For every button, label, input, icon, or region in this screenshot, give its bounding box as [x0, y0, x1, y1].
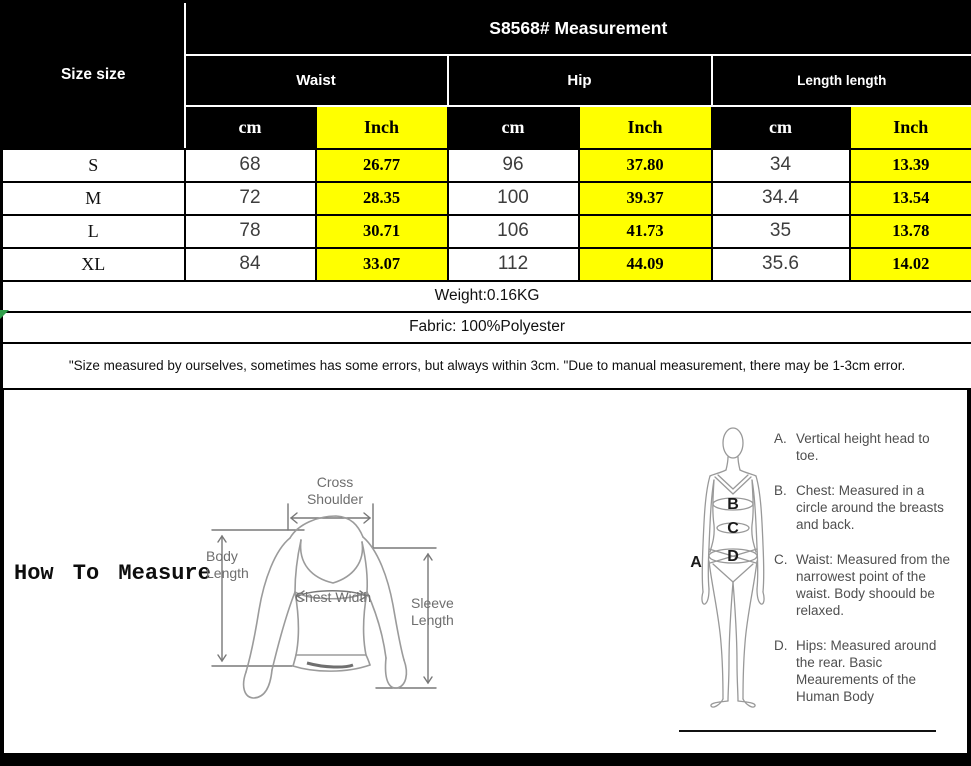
cell-hip-cm: 100 — [446, 180, 580, 216]
instruction-item-c: C. Waist: Measured from the narrowest po… — [774, 551, 952, 619]
fabric-text: Fabric: 100%Polyester — [0, 310, 971, 344]
cell-hip-inch: 39.37 — [577, 180, 713, 216]
group-header-row: Waist Hip Length length — [2, 53, 971, 107]
cell-length-cm: 34.4 — [710, 180, 851, 216]
cell-waist-inch: 28.35 — [314, 180, 449, 216]
cell-hip-inch: 37.80 — [577, 147, 713, 183]
unit-header-row: cm Inch cm Inch cm Inch — [2, 104, 971, 150]
cell-length-cm: 35 — [710, 213, 851, 249]
cell-size: XL — [0, 246, 186, 282]
instruction-prefix: C. — [774, 552, 788, 567]
cell-size: S — [0, 147, 186, 183]
body-label-d: D — [727, 548, 739, 565]
instruction-text: Waist: Measured from the narrowest point… — [796, 552, 951, 618]
unit-header-length-inch: Inch — [848, 104, 971, 150]
instruction-prefix: A. — [774, 431, 787, 446]
garment-outline — [242, 515, 408, 699]
instruction-prefix: D. — [774, 638, 788, 653]
label-chest-width: Chest Width — [294, 589, 372, 605]
table-title: S8568# Measurement — [183, 0, 971, 56]
label-sleeve-length: Sleeve Length — [411, 595, 454, 628]
unit-header-length-cm: cm — [710, 104, 851, 150]
how-to-measure-section: How To Measure — [0, 390, 971, 753]
cell-size: M — [0, 180, 186, 216]
measure-arrows — [211, 503, 437, 689]
cell-waist-cm: 78 — [183, 213, 317, 249]
group-header-waist: Waist — [183, 53, 449, 107]
cell-size: L — [0, 213, 186, 249]
cell-hip-cm: 112 — [446, 246, 580, 282]
body-figure-diagram: A B C D — [690, 427, 765, 708]
label-cross-shoulder: Cross Shoulder — [306, 474, 364, 507]
cell-length-inch: 13.39 — [848, 147, 971, 183]
figure-underline — [679, 730, 936, 732]
cell-waist-inch: 30.71 — [314, 213, 449, 249]
cell-length-inch: 13.54 — [848, 180, 971, 216]
instruction-prefix: B. — [774, 483, 787, 498]
label-body-length: Body Length — [206, 548, 249, 581]
group-header-length: Length length — [710, 53, 971, 107]
body-outline — [701, 427, 765, 708]
cell-length-inch: 14.02 — [848, 246, 971, 282]
cell-hip-cm: 106 — [446, 213, 580, 249]
size-column-header: Size size — [0, 0, 186, 150]
cell-waist-cm: 72 — [183, 180, 317, 216]
body-label-c: C — [727, 520, 739, 537]
disclaimer-row: "Size measured by ourselves, sometimes h… — [0, 341, 971, 391]
table-row: S 68 26.77 96 37.80 34 13.39 — [0, 147, 971, 183]
garment-measure-diagram — [211, 503, 437, 699]
instruction-item-b: B. Chest: Measured in a circle around th… — [774, 482, 952, 533]
table-row: XL 84 33.07 112 44.09 35.6 14.02 — [0, 246, 971, 282]
fabric-row: Fabric: 100%Polyester — [0, 310, 971, 344]
cell-hip-cm: 96 — [446, 147, 580, 183]
weight-text: Weight:0.16KG — [0, 279, 971, 313]
unit-header-waist-inch: Inch — [314, 104, 449, 150]
unit-header-hip-inch: Inch — [577, 104, 713, 150]
instruction-item-a: A. Vertical height head to toe. — [774, 430, 952, 464]
unit-header-waist-cm: cm — [183, 104, 317, 150]
measurement-table: Size size S8568# Measurement Waist Hip L… — [0, 0, 971, 391]
cell-length-cm: 35.6 — [710, 246, 851, 282]
cell-waist-cm: 84 — [183, 246, 317, 282]
section-heading: How To Measure — [14, 561, 211, 586]
unit-header-hip-cm: cm — [446, 104, 580, 150]
cell-length-cm: 34 — [710, 147, 851, 183]
instruction-text: Chest: Measured in a circle around the b… — [796, 483, 944, 532]
cell-length-inch: 13.78 — [848, 213, 971, 249]
instruction-text: Hips: Measured around the rear. Basic Me… — [796, 638, 937, 704]
weight-row: Weight:0.16KG — [0, 279, 971, 313]
cell-corner-marker — [0, 310, 9, 319]
measure-instructions: A. Vertical height head to toe. B. Chest… — [774, 430, 952, 723]
instruction-item-d: D. Hips: Measured around the rear. Basic… — [774, 637, 952, 705]
cell-hip-inch: 41.73 — [577, 213, 713, 249]
cell-waist-inch: 26.77 — [314, 147, 449, 183]
body-label-a: A — [690, 554, 702, 571]
body-label-group: A B C D — [690, 496, 739, 571]
bottom-black-bar — [0, 753, 971, 766]
body-label-b: B — [727, 496, 739, 513]
table-title-row: Size size S8568# Measurement — [0, 0, 971, 150]
instruction-text: Vertical height head to toe. — [796, 431, 930, 463]
group-header-hip: Hip — [446, 53, 713, 107]
disclaimer-text: "Size measured by ourselves, sometimes h… — [0, 341, 971, 391]
hem-shadow — [306, 661, 354, 669]
cell-waist-inch: 33.07 — [314, 246, 449, 282]
table-row: L 78 30.71 106 41.73 35 13.78 — [0, 213, 971, 249]
table-row: M 72 28.35 100 39.37 34.4 13.54 — [0, 180, 971, 216]
cell-waist-cm: 68 — [183, 147, 317, 183]
cell-hip-inch: 44.09 — [577, 246, 713, 282]
